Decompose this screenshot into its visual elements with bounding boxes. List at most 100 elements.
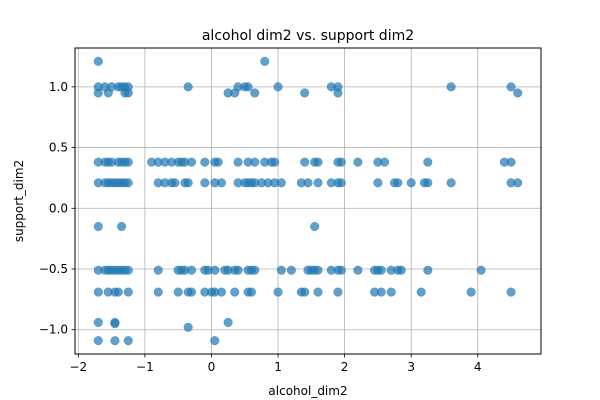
data-point (183, 178, 193, 188)
data-point (117, 221, 127, 232)
data-point (110, 319, 120, 329)
data-point (200, 178, 210, 188)
data-point (386, 287, 396, 297)
data-point (476, 265, 486, 275)
data-point (373, 178, 383, 188)
data-point (186, 157, 197, 167)
data-point (250, 88, 260, 98)
data-point (506, 157, 516, 167)
x-tick-label: 1 (274, 360, 282, 374)
data-point (313, 178, 323, 188)
data-point (273, 287, 283, 297)
data-point (173, 287, 183, 297)
data-point (303, 178, 313, 188)
data-point (300, 157, 310, 167)
data-point (93, 56, 103, 66)
data-point (416, 287, 426, 297)
x-axis-label: alcohol_dim2 (268, 384, 347, 398)
data-point (423, 157, 433, 167)
data-point (210, 336, 220, 346)
data-point (423, 178, 433, 188)
y-tick-label: −1.0 (39, 323, 68, 337)
y-tick-label: 0.5 (49, 141, 68, 155)
data-point (200, 157, 210, 167)
data-point (183, 322, 193, 332)
data-point (336, 178, 346, 188)
y-axis-ticks: −1.0 −0.5 0.0 0.5 1.0 (39, 80, 75, 337)
data-point (506, 82, 516, 92)
x-tick-label: 0 (208, 360, 216, 374)
data-point (506, 287, 516, 297)
data-point (336, 157, 346, 167)
data-point (380, 157, 390, 167)
data-point (110, 336, 120, 346)
data-point (446, 178, 456, 188)
data-point (376, 265, 386, 275)
data-point (393, 178, 403, 188)
data-point (123, 82, 133, 92)
data-point (186, 265, 197, 275)
data-point (313, 157, 323, 167)
data-points (93, 56, 523, 346)
data-point (93, 336, 103, 346)
data-point (333, 287, 343, 297)
data-point (93, 317, 103, 327)
data-point (113, 287, 123, 297)
data-point (313, 287, 323, 297)
data-point (250, 157, 260, 167)
data-point (123, 336, 133, 346)
data-point (276, 178, 286, 188)
data-point (513, 88, 523, 98)
data-point (423, 265, 433, 275)
data-point (153, 265, 163, 275)
data-point (446, 82, 456, 92)
data-point (310, 221, 320, 232)
y-tick-label: 0.0 (49, 201, 68, 215)
data-point (230, 287, 240, 297)
x-axis-ticks: −2 −1 0 1 2 3 4 (69, 354, 482, 374)
x-tick-label: 3 (407, 360, 415, 374)
data-point (123, 157, 133, 167)
data-point (260, 56, 270, 66)
data-point (396, 265, 406, 275)
y-tick-label: 1.0 (49, 80, 68, 94)
data-point (313, 265, 323, 275)
data-point (466, 287, 476, 297)
data-point (513, 178, 523, 188)
data-point (186, 287, 197, 297)
data-point (233, 157, 243, 167)
data-point (216, 287, 227, 297)
data-point (243, 82, 253, 92)
data-point (123, 265, 133, 275)
data-point (353, 157, 363, 167)
data-point (233, 265, 243, 275)
data-point (93, 88, 103, 98)
data-point (213, 157, 223, 167)
data-point (353, 265, 363, 275)
plot-frame (74, 47, 542, 355)
data-point (273, 82, 283, 92)
data-point (250, 265, 260, 275)
data-point (336, 265, 346, 275)
data-point (246, 287, 256, 297)
data-point (300, 287, 310, 297)
data-point (216, 178, 227, 188)
x-tick-label: 4 (474, 360, 482, 374)
data-point (223, 317, 233, 327)
data-point (376, 287, 386, 297)
y-axis-label: support_dim2 (12, 160, 26, 242)
chart-title: alcohol dim2 vs. support dim2 (202, 28, 414, 44)
x-tick-label: −2 (69, 360, 87, 374)
data-point (270, 157, 280, 167)
data-point (276, 265, 286, 275)
data-point (123, 178, 133, 188)
x-tick-label: −1 (136, 360, 154, 374)
data-point (286, 265, 296, 275)
data-point (170, 178, 180, 188)
data-point (300, 88, 310, 98)
data-point (183, 82, 193, 92)
data-point (123, 287, 133, 297)
